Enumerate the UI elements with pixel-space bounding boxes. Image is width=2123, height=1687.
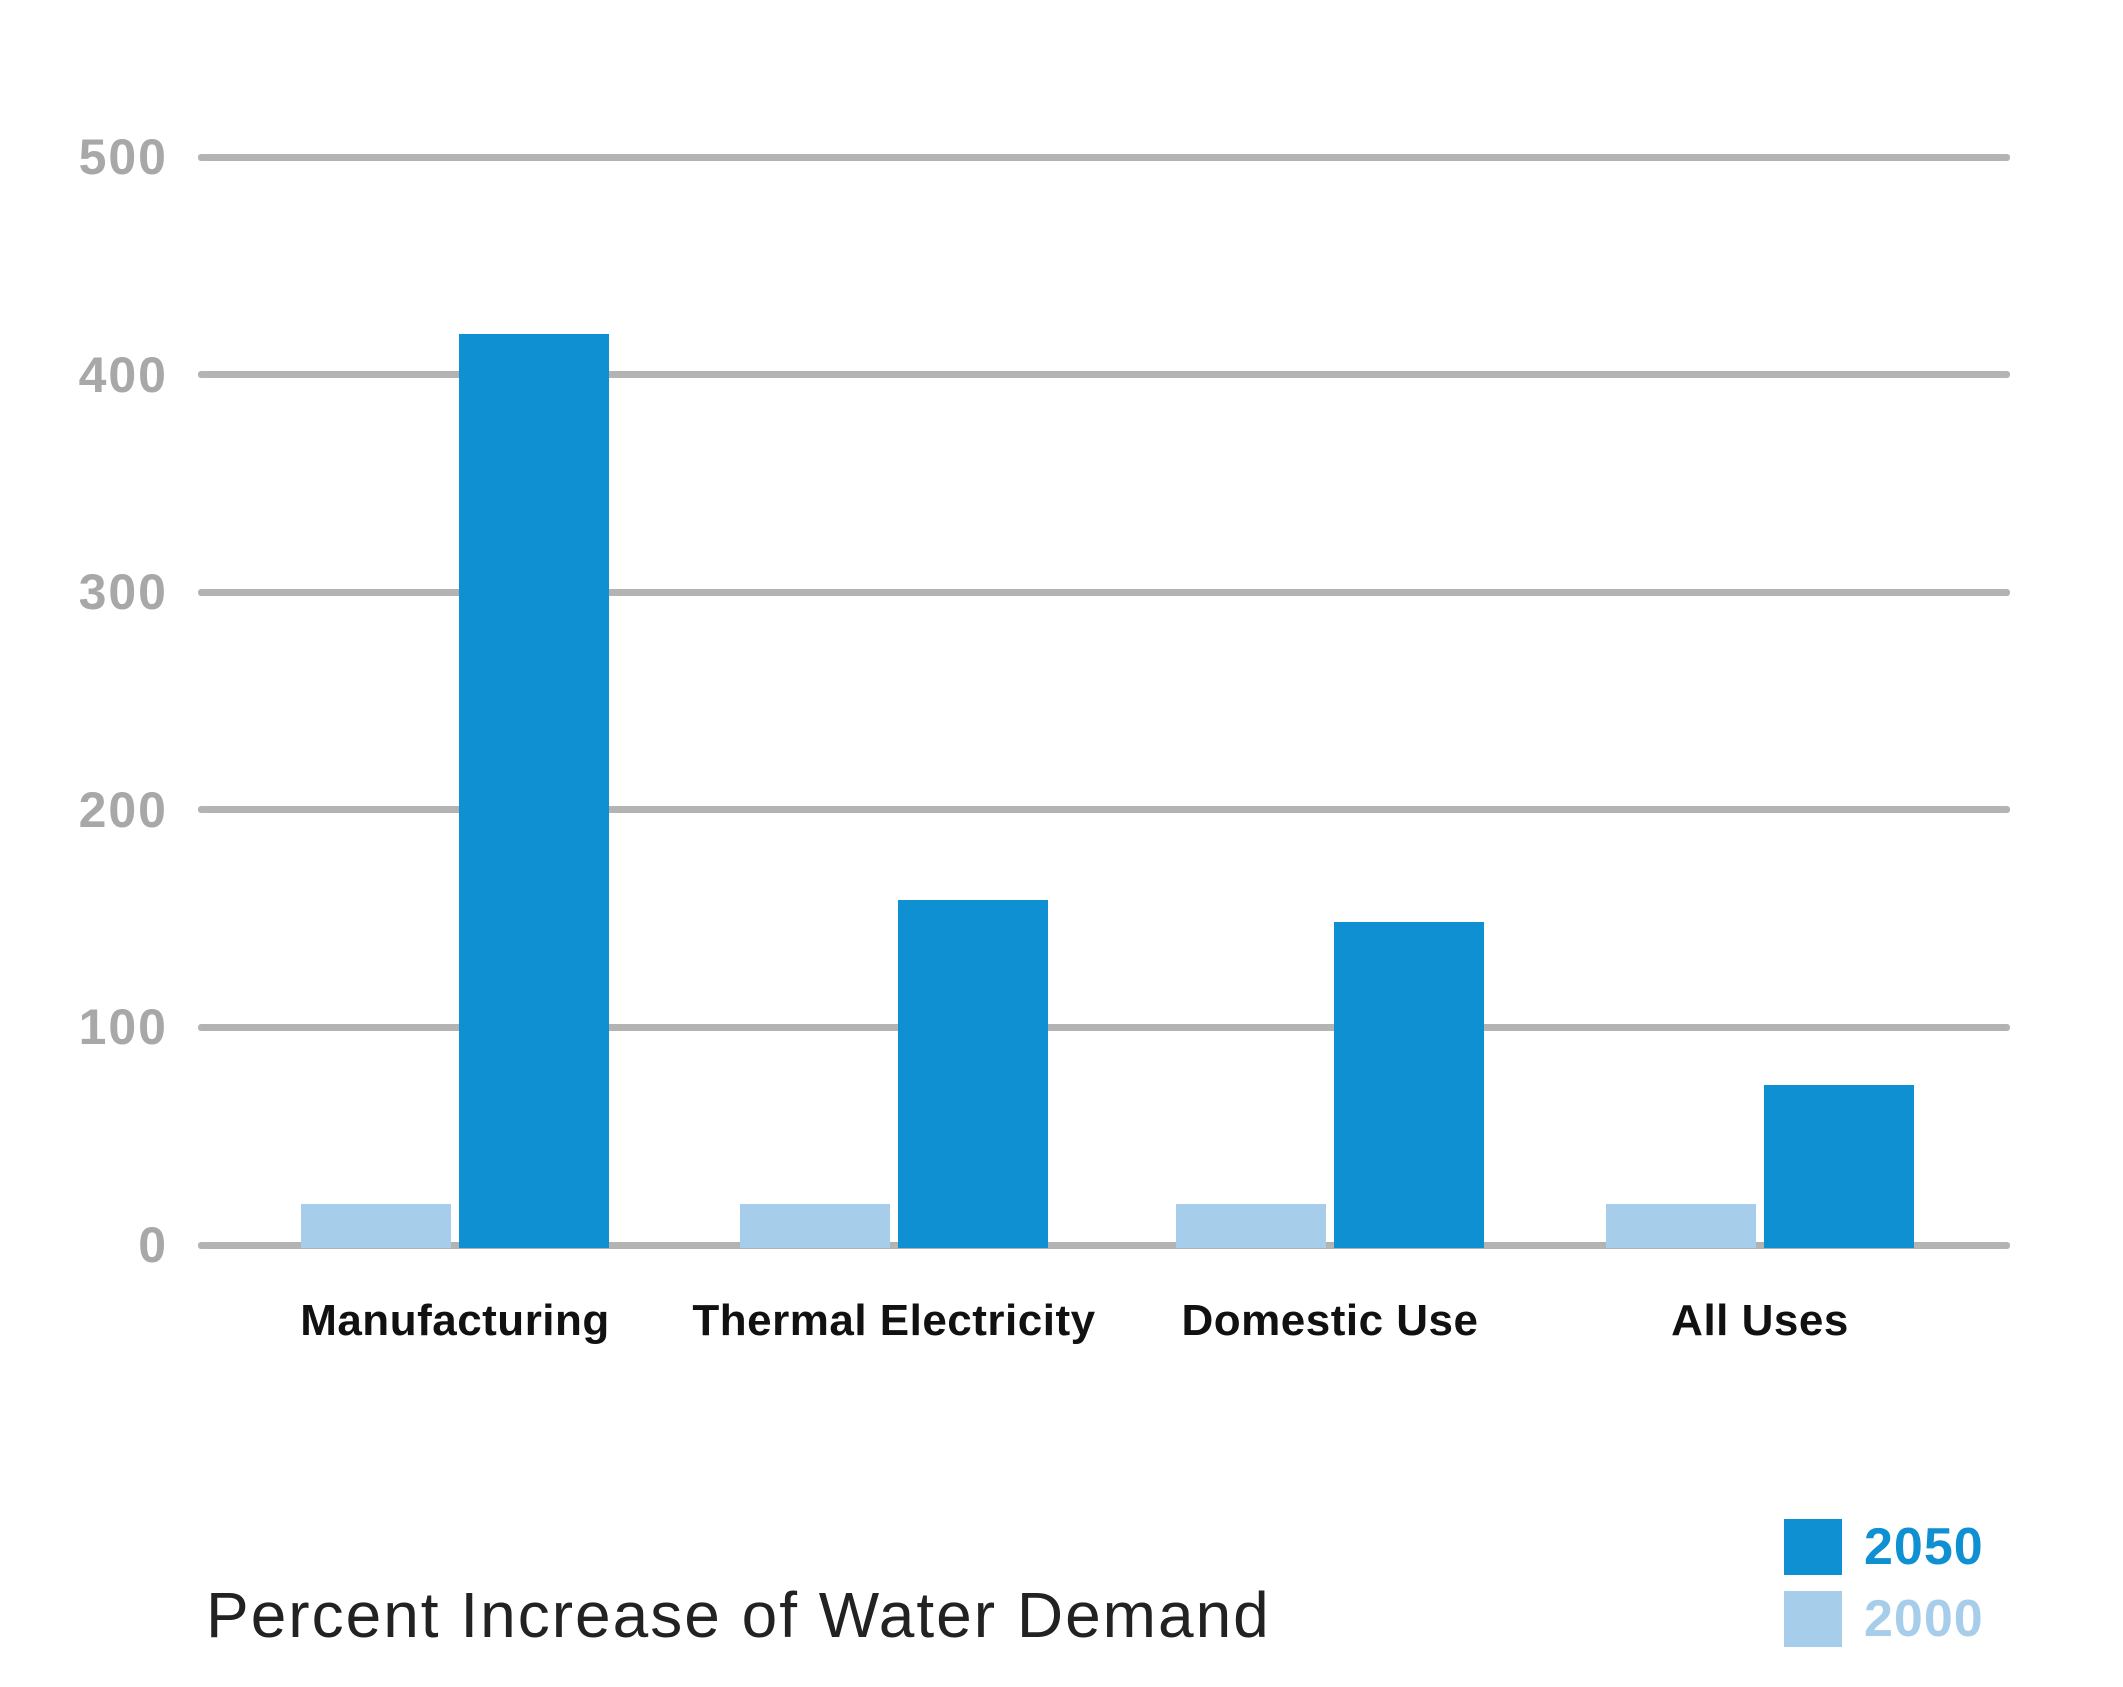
legend-swatch-2050 xyxy=(1784,1519,1842,1575)
legend-swatch-2000 xyxy=(1784,1591,1842,1647)
gridline-200 xyxy=(198,806,2010,814)
y-tick-label-400: 400 xyxy=(78,346,168,403)
x-tick-label-manufacturing: Manufacturing xyxy=(300,1296,610,1345)
legend: 2050 2000 xyxy=(1784,1518,1984,1662)
y-tick-label-500: 500 xyxy=(78,129,168,185)
legend-row-2050: 2050 xyxy=(1784,1518,1984,1576)
y-tick-label-100: 100 xyxy=(78,999,168,1056)
y-tick-label-300: 300 xyxy=(78,564,168,621)
legend-label-2000: 2000 xyxy=(1864,1590,1984,1648)
bar-2050-manufacturing xyxy=(459,334,609,1248)
gridline-300 xyxy=(198,588,2010,596)
legend-row-2000: 2000 xyxy=(1784,1590,1984,1648)
gridline-100 xyxy=(198,1023,2010,1031)
bar-2000-thermal-electricity xyxy=(740,1204,890,1248)
chart-title: Percent Increase of Water Demand xyxy=(206,1579,1271,1651)
legend-label-2050: 2050 xyxy=(1864,1518,1984,1576)
gridline-400 xyxy=(198,371,2010,379)
y-tick-label-0: 0 xyxy=(138,1217,168,1273)
bar-2000-manufacturing xyxy=(301,1204,451,1248)
bar-2050-all-uses xyxy=(1764,1084,1914,1248)
y-tick-label-200: 200 xyxy=(78,781,168,838)
x-tick-label-thermal-electricity: Thermal Electricity xyxy=(692,1296,1096,1345)
plot-area xyxy=(198,153,2010,1249)
x-tick-label-all-uses: All Uses xyxy=(1671,1296,1849,1345)
x-tick-label-domestic-use: Domestic Use xyxy=(1181,1296,1479,1345)
gridline-500 xyxy=(198,153,2010,161)
bar-2000-all-uses xyxy=(1606,1204,1756,1248)
bar-2000-domestic-use xyxy=(1176,1204,1326,1248)
gridline-0 xyxy=(198,1241,2010,1249)
bar-2050-thermal-electricity xyxy=(898,899,1048,1248)
bar-2050-domestic-use xyxy=(1334,921,1484,1248)
